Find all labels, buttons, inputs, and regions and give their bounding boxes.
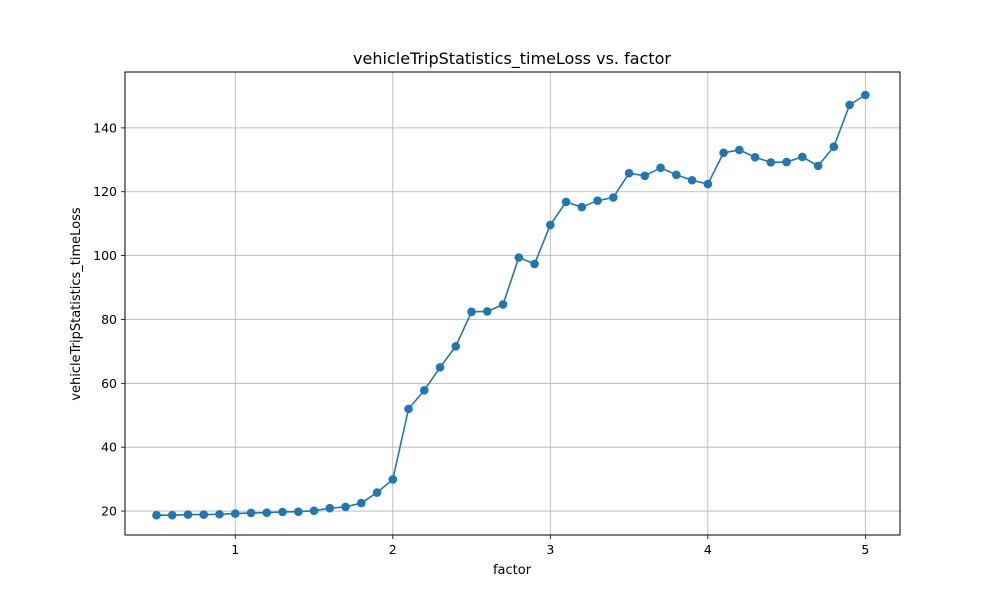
data-point — [766, 158, 776, 167]
data-point — [530, 259, 539, 269]
data-point — [435, 363, 445, 372]
data-point — [467, 307, 476, 317]
data-point — [183, 510, 193, 519]
data-point — [246, 508, 256, 518]
data-point — [293, 507, 303, 516]
data-point — [167, 510, 177, 520]
y-tick-label: 100 — [93, 248, 117, 263]
data-point — [593, 196, 602, 205]
data-point — [640, 171, 650, 181]
data-point — [325, 503, 335, 513]
data-point — [356, 498, 366, 508]
data-point — [482, 307, 492, 316]
data-point — [845, 100, 854, 110]
x-tick-label: 2 — [389, 542, 397, 557]
y-axis-label: vehicleTripStatistics_timeLoss — [69, 207, 84, 401]
data-point — [498, 300, 508, 309]
y-tick-label: 140 — [93, 120, 117, 135]
data-point — [750, 152, 760, 162]
data-point — [152, 510, 161, 520]
chart-title: vehicleTripStatistics_timeLoss vs. facto… — [353, 49, 671, 69]
x-tick-label: 1 — [231, 542, 239, 557]
y-tick-label: 20 — [101, 504, 117, 519]
data-point — [278, 507, 287, 517]
x-tick-label: 3 — [546, 542, 554, 557]
series-line — [156, 94, 866, 517]
y-tick-label: 80 — [101, 312, 117, 327]
data-point — [372, 488, 382, 497]
data-point — [215, 509, 224, 519]
x-tick-label: 4 — [704, 542, 712, 557]
data-point — [672, 170, 681, 180]
data-point — [577, 202, 587, 212]
data-point — [829, 142, 839, 152]
data-point — [419, 386, 429, 395]
data-point — [451, 341, 461, 351]
x-axis-label: factor — [493, 563, 532, 578]
plot-area-frame — [124, 71, 901, 536]
y-tick-label: 40 — [101, 440, 117, 455]
data-point — [262, 508, 272, 517]
data-point — [609, 193, 618, 202]
x-tick-label: 5 — [861, 542, 869, 557]
data-point — [388, 475, 398, 484]
y-tick-label: 120 — [93, 184, 117, 199]
data-point — [782, 157, 791, 167]
data-point — [703, 179, 713, 189]
data-point — [404, 404, 413, 414]
data-point — [514, 253, 524, 262]
data-point — [230, 509, 240, 518]
data-point — [687, 175, 697, 185]
data-point — [656, 163, 665, 173]
data-point — [561, 197, 571, 207]
data-point — [199, 510, 209, 519]
data-point — [624, 168, 634, 178]
data-point — [735, 145, 744, 155]
y-tick-label: 60 — [101, 376, 117, 391]
data-point — [546, 220, 555, 230]
data-point — [719, 148, 728, 158]
data-series — [152, 90, 870, 520]
data-point — [798, 152, 807, 162]
data-point — [813, 161, 823, 171]
data-point — [309, 506, 319, 516]
data-point — [861, 90, 870, 100]
axis-ticks: 1 2 3 4 5 20 40 60 80 100 120 140 — [93, 120, 869, 557]
data-point — [341, 502, 350, 512]
